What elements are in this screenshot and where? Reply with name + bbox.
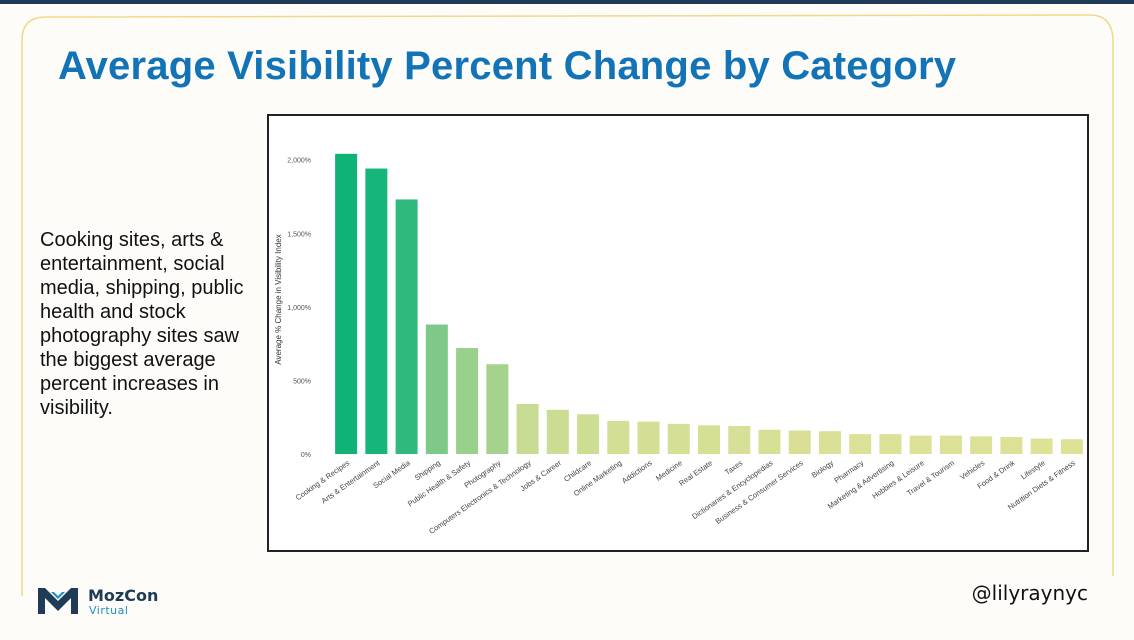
y-tick-label: 1,000% (287, 305, 311, 312)
y-axis-label: Average % Change in Visibility Index (274, 234, 283, 364)
bar (456, 348, 479, 454)
slide-title: Average Visibility Percent Change by Cat… (58, 44, 957, 88)
logo-m-icon (38, 588, 78, 614)
bar (637, 421, 660, 454)
bar (1030, 438, 1053, 454)
bar (939, 435, 962, 454)
bar (788, 430, 811, 454)
x-tick-label: Taxes (723, 458, 744, 477)
logo-name: MozCon (88, 586, 159, 605)
bar (546, 409, 569, 454)
logo-sub: Virtual (89, 604, 129, 617)
bar (486, 364, 509, 454)
bar (425, 324, 448, 454)
bar (849, 434, 872, 454)
x-tick-label: Hobbies & Leisure (870, 458, 925, 501)
x-tick-label: Real Estate (677, 458, 714, 488)
y-tick-label: 2,000% (287, 158, 311, 165)
bar (667, 423, 690, 454)
bar (395, 199, 418, 454)
frame-line (21, 14, 1114, 596)
bar (577, 414, 600, 454)
bar (698, 425, 720, 454)
bar (758, 429, 781, 454)
bar (909, 435, 932, 454)
top-border-strip (0, 0, 1134, 4)
twitter-handle: @lilyraynyc (971, 581, 1088, 605)
x-tick-label: Addictions (620, 458, 654, 485)
bar-chart: Average % Change in Visibility Index 0% 50… (274, 153, 1083, 536)
bar (728, 426, 751, 454)
mozcon-logo: MozCon Virtual (38, 586, 172, 620)
bar (818, 431, 841, 454)
x-tick-label: Biology (810, 458, 836, 480)
y-tick-label: 1,500% (287, 231, 311, 238)
bar (970, 436, 993, 454)
bar (516, 403, 539, 454)
bar (335, 153, 358, 455)
y-tick-label: 0% (301, 452, 311, 459)
y-tick-label: 500% (293, 378, 311, 385)
bar (365, 168, 388, 455)
bar (879, 434, 902, 454)
bar (1060, 439, 1083, 454)
summary-text: Cooking sites, arts & entertainment, soc… (40, 229, 244, 419)
bar (607, 420, 630, 454)
bar (1000, 437, 1023, 454)
chart-container: Average % Change in Visibility Index 0% 50… (267, 114, 1089, 552)
